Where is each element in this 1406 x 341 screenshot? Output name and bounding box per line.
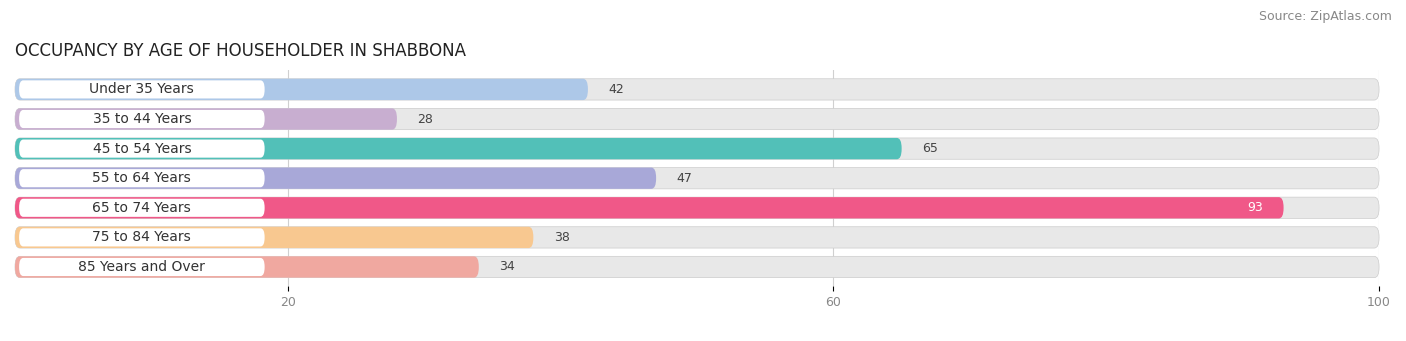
FancyBboxPatch shape xyxy=(15,79,588,100)
FancyBboxPatch shape xyxy=(15,108,396,130)
Text: 75 to 84 Years: 75 to 84 Years xyxy=(93,231,191,244)
Text: Under 35 Years: Under 35 Years xyxy=(90,83,194,97)
FancyBboxPatch shape xyxy=(20,199,264,217)
FancyBboxPatch shape xyxy=(20,139,264,158)
Text: 93: 93 xyxy=(1247,201,1263,214)
FancyBboxPatch shape xyxy=(15,167,657,189)
Text: 34: 34 xyxy=(499,261,515,273)
Text: 47: 47 xyxy=(676,172,692,185)
FancyBboxPatch shape xyxy=(15,138,1379,159)
FancyBboxPatch shape xyxy=(20,258,264,276)
Text: 65 to 74 Years: 65 to 74 Years xyxy=(93,201,191,215)
Text: 45 to 54 Years: 45 to 54 Years xyxy=(93,142,191,155)
FancyBboxPatch shape xyxy=(15,197,1284,219)
FancyBboxPatch shape xyxy=(15,256,479,278)
FancyBboxPatch shape xyxy=(20,110,264,128)
Text: 35 to 44 Years: 35 to 44 Years xyxy=(93,112,191,126)
FancyBboxPatch shape xyxy=(15,227,533,248)
Text: Source: ZipAtlas.com: Source: ZipAtlas.com xyxy=(1258,10,1392,23)
Text: 28: 28 xyxy=(418,113,433,125)
FancyBboxPatch shape xyxy=(15,138,901,159)
FancyBboxPatch shape xyxy=(15,256,1379,278)
Text: OCCUPANCY BY AGE OF HOUSEHOLDER IN SHABBONA: OCCUPANCY BY AGE OF HOUSEHOLDER IN SHABB… xyxy=(15,42,465,60)
FancyBboxPatch shape xyxy=(15,108,1379,130)
FancyBboxPatch shape xyxy=(20,169,264,187)
Text: 38: 38 xyxy=(554,231,569,244)
Text: 85 Years and Over: 85 Years and Over xyxy=(79,260,205,274)
Text: 55 to 64 Years: 55 to 64 Years xyxy=(93,171,191,185)
Text: 42: 42 xyxy=(609,83,624,96)
Text: 65: 65 xyxy=(922,142,938,155)
FancyBboxPatch shape xyxy=(15,79,1379,100)
FancyBboxPatch shape xyxy=(15,167,1379,189)
FancyBboxPatch shape xyxy=(20,80,264,99)
FancyBboxPatch shape xyxy=(15,227,1379,248)
FancyBboxPatch shape xyxy=(20,228,264,247)
FancyBboxPatch shape xyxy=(15,197,1379,219)
